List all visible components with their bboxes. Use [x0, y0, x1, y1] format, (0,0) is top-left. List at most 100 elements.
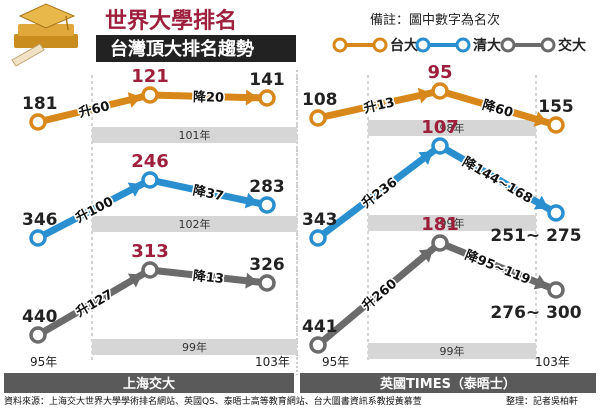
series-arrowhead — [418, 151, 433, 166]
series-1-0: 98年 108 95 155 升13 降60 — [302, 62, 574, 136]
legend-marker — [455, 37, 471, 53]
chart-title: 世界大學排名 — [105, 8, 237, 34]
value-label-peak: 95 — [427, 62, 452, 83]
series-line — [36, 266, 152, 339]
band-label: 99年 — [440, 216, 465, 230]
x-tick-label: 95年 — [322, 355, 349, 369]
series-arrowhead — [245, 272, 259, 289]
panel-1: 98年 108 95 155 升13 降60 99年 343 107 251~ 275 升236 降1… — [300, 62, 596, 393]
value-label-peak: 121 — [131, 66, 169, 87]
panel-label-bar — [4, 373, 294, 393]
legend-marker — [332, 37, 348, 53]
year-band — [92, 127, 297, 143]
change-label-drop: 降20 — [193, 89, 224, 106]
chart-subtitle: 台灣頂大排名趨勢 — [110, 38, 254, 60]
series-arrowhead — [244, 192, 259, 209]
data-point — [309, 336, 327, 354]
data-point — [547, 281, 565, 299]
change-label-drop: 降13 — [192, 268, 225, 287]
band-label: 99年 — [182, 340, 207, 354]
series-line — [315, 240, 443, 348]
note-text: 備註：圖中數字為名次 — [370, 12, 500, 28]
value-label-peak: 246 — [131, 151, 169, 172]
year-band — [92, 339, 297, 355]
band-label: 98年 — [440, 121, 465, 135]
series-arrowhead — [127, 273, 143, 288]
data-point — [258, 274, 276, 292]
value-label-end: 141 — [249, 70, 285, 90]
series-arrowhead — [533, 274, 548, 290]
band-label: 101年 — [179, 128, 211, 142]
change-label-rise: 升60 — [77, 98, 111, 121]
series-arrowhead — [533, 195, 549, 210]
value-label-start: 108 — [302, 90, 338, 110]
band-label: 102年 — [179, 217, 211, 231]
legend-marker — [500, 37, 516, 53]
value-label-end: 251~ 275 — [490, 226, 581, 246]
change-label-drop: 降60 — [481, 97, 515, 121]
data-point — [141, 171, 159, 189]
change-label-drop: 降95~119 — [463, 247, 533, 288]
value-label-start: 343 — [302, 210, 338, 230]
series-line — [36, 176, 152, 242]
value-label-end: 155 — [538, 97, 574, 117]
cap-tassel — [65, 15, 69, 31]
book-shape — [18, 24, 74, 36]
x-tick-label: 95年 — [30, 355, 57, 369]
year-band — [368, 343, 536, 359]
data-point — [547, 116, 565, 134]
change-label-rise: 升127 — [73, 286, 116, 320]
series-0-0: 101年 181 121 141 升60 降20 — [22, 66, 297, 143]
change-label-rise: 升13 — [362, 94, 396, 116]
data-point — [431, 234, 449, 252]
series-line — [315, 143, 443, 241]
year-band — [92, 216, 297, 232]
panel-label: 英國TIMES（泰晤士） — [379, 376, 516, 392]
data-point — [258, 89, 276, 107]
value-label-peak: 181 — [421, 214, 459, 235]
data-point — [431, 137, 449, 155]
data-point — [141, 86, 159, 104]
book-shape — [14, 34, 78, 48]
data-point — [309, 229, 327, 247]
legend-item-2: 交大 — [500, 37, 586, 54]
data-point — [29, 229, 47, 247]
value-label-start: 440 — [22, 307, 58, 327]
series-arrowhead — [417, 87, 432, 104]
legend-label: 清大 — [473, 37, 501, 54]
series-arrowhead — [533, 111, 548, 127]
value-label-start: 441 — [302, 317, 338, 337]
legend-label: 台大 — [390, 37, 418, 54]
panel-label: 上海交大 — [123, 376, 175, 392]
value-label-peak: 107 — [421, 117, 459, 138]
change-label-drop: 降144~168 — [460, 154, 536, 207]
legend-marker — [415, 37, 431, 53]
series-line — [438, 142, 558, 217]
subtitle-bar — [96, 35, 296, 62]
legend-marker — [540, 37, 556, 53]
source-note: 資料來源：上海交大世界大學學術排名網站、英國QS、泰晤士高等教育網站、台大圖書資… — [4, 395, 422, 407]
graduation-cap-icon — [11, 3, 78, 67]
value-label-peak: 313 — [131, 241, 169, 262]
legend-label: 交大 — [558, 37, 586, 54]
cap-shape — [18, 3, 76, 29]
legend-item-0: 台大 — [332, 37, 418, 54]
value-label-end: 283 — [249, 177, 285, 197]
series-arrowhead — [127, 182, 143, 197]
band-label: 99年 — [440, 344, 465, 358]
series-arrowhead — [418, 248, 434, 263]
value-label-end: 326 — [249, 255, 285, 275]
series-0-2: 99年 440 313 326 升127 降13 — [22, 241, 297, 355]
x-tick-label: 103年 — [535, 355, 570, 369]
change-label-drop: 降37 — [191, 182, 225, 204]
data-point — [258, 196, 276, 214]
legend-item-1: 清大 — [415, 37, 501, 54]
series-arrowhead — [127, 92, 142, 108]
series-arrowhead — [245, 89, 259, 106]
credit-note: 整理：記者吳柏軒 — [506, 395, 578, 407]
value-label-start: 346 — [22, 210, 58, 230]
diploma-shape — [11, 43, 45, 67]
